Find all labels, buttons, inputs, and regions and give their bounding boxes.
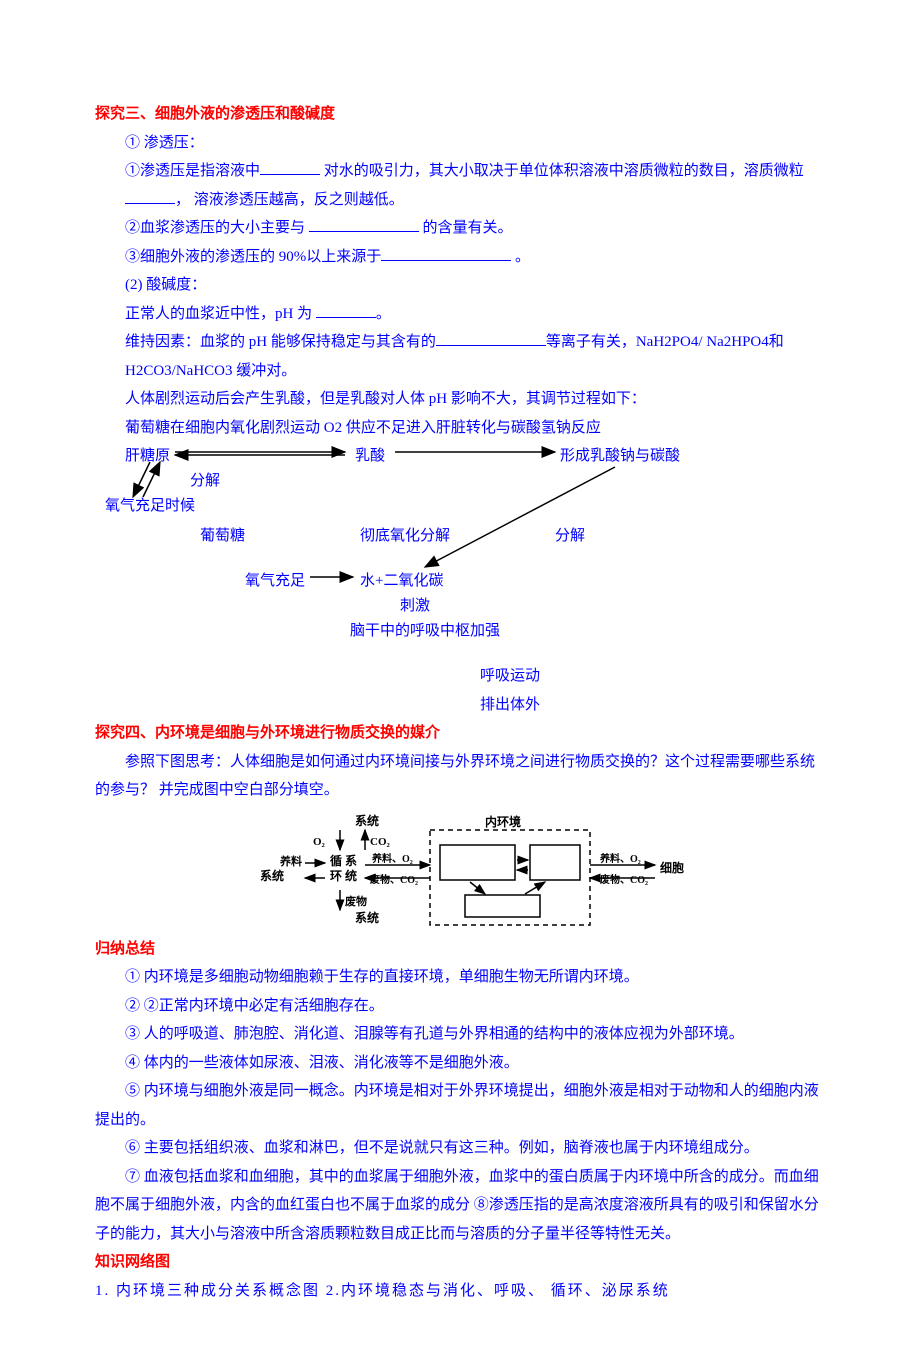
node-xingcheng: 形成乳酸钠与碳酸 xyxy=(560,442,680,471)
text: 的含量有关。 xyxy=(419,220,513,236)
svg-text:系: 系 xyxy=(345,853,357,868)
network-item1: 1. 内环境三种成分关系概念图 2.内环境稳态与消化、呼吸、 循环、泌尿系统 xyxy=(95,1277,825,1306)
svg-text:CO₂: CO₂ xyxy=(370,836,391,848)
blank-field[interactable] xyxy=(436,331,546,346)
svg-text:养料: 养料 xyxy=(279,854,302,868)
text: 。 xyxy=(511,249,530,265)
svg-text:O₂: O₂ xyxy=(313,836,326,848)
node-rusuan: 乳酸 xyxy=(355,442,385,471)
svg-text:系统: 系统 xyxy=(355,910,379,925)
blank-field[interactable] xyxy=(316,303,376,318)
node-huxi: 呼吸运动 xyxy=(195,662,825,691)
blank-field[interactable] xyxy=(309,217,419,232)
svg-text:系统: 系统 xyxy=(260,868,284,883)
svg-text:养料、O₂: 养料、O₂ xyxy=(599,852,641,865)
text: 正常人的血浆近中性，pH 为 xyxy=(125,306,316,322)
flow-diagram: 肝糖原 乳酸 形成乳酸钠与碳酸 分解 氧气充足时候 葡萄糖 彻底氧化分解 分解 … xyxy=(125,442,825,662)
svg-text:废物、CO₂: 废物、CO₂ xyxy=(600,873,648,886)
node-fenjie2: 分解 xyxy=(555,522,585,551)
section3-item2-2: 维持因素：血浆的 pH 能够保持稳定与其含有的等离子有关，NaH2PO4/ Na… xyxy=(125,328,825,385)
network-title: 知识网络图 xyxy=(95,1248,825,1277)
text: ， 溶液渗透压越高，反之则越低。 xyxy=(175,192,404,208)
section3-item1: ① 渗透压： xyxy=(95,129,825,158)
flow-line1: 葡萄糖在细胞内氧化剧烈运动 O2 供应不足进入肝脏转化与碳酸氢钠反应 xyxy=(95,414,825,443)
svg-text:废物: 废物 xyxy=(345,894,367,908)
blank-field[interactable] xyxy=(125,189,175,204)
section3-title: 探究三、细胞外液的渗透压和酸碱度 xyxy=(95,100,825,129)
summary-title: 归纳总结 xyxy=(95,935,825,964)
section4-para1: 参照下图思考：人体细胞是如何通过内环境间接与外界环境之间进行物质交换的？这个过程… xyxy=(95,748,825,805)
section3-item2: (2) 酸碱度： xyxy=(95,271,825,300)
summary-item4: ④ 体内的一些液体如尿液、泪液、消化液等不是细胞外液。 xyxy=(95,1049,825,1078)
blank-field[interactable] xyxy=(381,246,511,261)
section3-item1-3: ③细胞外液的渗透压的 90%以上来源于 。 xyxy=(95,243,825,272)
node-paichu: 排出体外 xyxy=(195,691,825,720)
node-oxygen2: 氧气充足 xyxy=(245,567,305,596)
summary-item2: ② ②正常内环境中必定有活细胞存在。 xyxy=(95,992,825,1021)
node-putao: 葡萄糖 xyxy=(200,522,245,551)
svg-text:内环境: 内环境 xyxy=(485,814,521,829)
exchange-diagram: 系统 O₂ CO₂ 养料 循 环 系统 系 统 养料、O₂ 废物、CO₂ 废物 … xyxy=(225,810,695,930)
text: 维持因素：血浆的 pH 能够保持稳定与其含有的 xyxy=(125,334,436,350)
svg-text:统: 统 xyxy=(345,868,357,883)
svg-text:养料、O₂: 养料、O₂ xyxy=(371,852,413,865)
summary-item5: ⑤ 内环境与细胞外液是同一概念。内环境是相对于外界环境提出，细胞外液是相对于动物… xyxy=(95,1077,825,1134)
node-oxygen: 氧气充足时候 xyxy=(105,492,195,521)
text: 。 xyxy=(376,306,391,322)
blank-field[interactable] xyxy=(260,160,320,175)
summary-item3: ③ 人的呼吸道、肺泡腔、消化道、泪腺等有孔道与外界相通的结构中的液体应视为外部环… xyxy=(95,1020,825,1049)
svg-text:循: 循 xyxy=(330,853,342,868)
summary-item7: ⑦ 血液包括血浆和血细胞，其中的血浆属于细胞外液，血浆中的蛋白质属于内环境中所含… xyxy=(95,1163,825,1249)
node-chedi: 彻底氧化分解 xyxy=(360,522,450,551)
svg-text:细胞: 细胞 xyxy=(660,860,684,875)
section3-item1-1: ①渗透压是指溶液中 对水的吸引力，其大小取决于单位体积溶液中溶质微粒的数目，溶质… xyxy=(125,157,825,214)
section3-item1-2: ②血浆渗透压的大小主要与 的含量有关。 xyxy=(95,214,825,243)
section4-title: 探究四、内环境是细胞与外环境进行物质交换的媒介 xyxy=(95,719,825,748)
text: ③细胞外液的渗透压的 90%以上来源于 xyxy=(125,249,381,265)
text: ①渗透压是指溶液中 xyxy=(125,163,260,179)
text: ②血浆渗透压的大小主要与 xyxy=(125,220,309,236)
text: 对水的吸引力，其大小取决于单位体积溶液中溶质微粒的数目，溶质微粒 xyxy=(320,163,804,179)
svg-text:系统: 系统 xyxy=(355,813,379,828)
summary-item1: ① 内环境是多细胞动物细胞赖于生存的直接环境，单细胞生物无所谓内环境。 xyxy=(95,963,825,992)
node-naogan: 脑干中的呼吸中枢加强 xyxy=(350,617,500,646)
svg-text:环: 环 xyxy=(330,869,342,883)
section3-item3: 人体剧烈运动后会产生乳酸，但是乳酸对人体 pH 影响不大，其调节过程如下： xyxy=(95,385,825,414)
summary-item6: ⑥ 主要包括组织液、血浆和淋巴，但不是说就只有这三种。例如，脑脊液也属于内环境组… xyxy=(95,1134,825,1163)
section3-item2-1: 正常人的血浆近中性，pH 为 。 xyxy=(95,300,825,329)
node-gan: 肝糖原 xyxy=(125,442,170,471)
svg-text:废物、CO₂: 废物、CO₂ xyxy=(370,873,418,886)
